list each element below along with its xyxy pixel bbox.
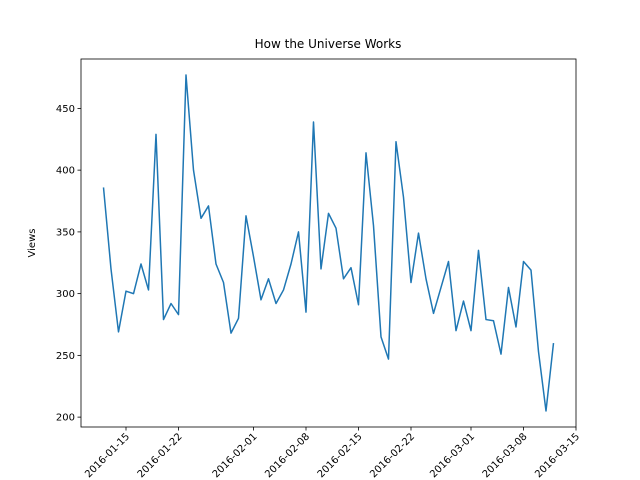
x-tick-label: 2016-03-01 xyxy=(428,431,477,480)
y-tick-label: 250 xyxy=(56,351,75,362)
x-tick-label: 2016-01-22 xyxy=(136,431,185,480)
x-tick-label: 2016-01-15 xyxy=(83,431,132,480)
y-axis-label: Views xyxy=(27,229,38,258)
x-tick-label: 2016-02-01 xyxy=(211,431,260,480)
x-tick-label: 2016-02-15 xyxy=(316,431,365,480)
x-tick-label: 2016-03-08 xyxy=(481,431,530,480)
line xyxy=(102,74,555,412)
x-tick-label: 2016-02-08 xyxy=(263,431,312,480)
y-tick-label: 450 xyxy=(56,104,75,115)
y-tick-label: 200 xyxy=(56,413,75,424)
y-tick-label: 300 xyxy=(56,289,75,300)
y-tick-label: 400 xyxy=(56,166,75,177)
x-tick-label: 2016-02-22 xyxy=(368,431,417,480)
y-tick-label: 350 xyxy=(56,227,75,238)
x-tick-label: 2016-03-15 xyxy=(533,431,582,480)
plot-frame xyxy=(80,58,577,428)
chart-title: How the Universe Works xyxy=(255,37,402,51)
